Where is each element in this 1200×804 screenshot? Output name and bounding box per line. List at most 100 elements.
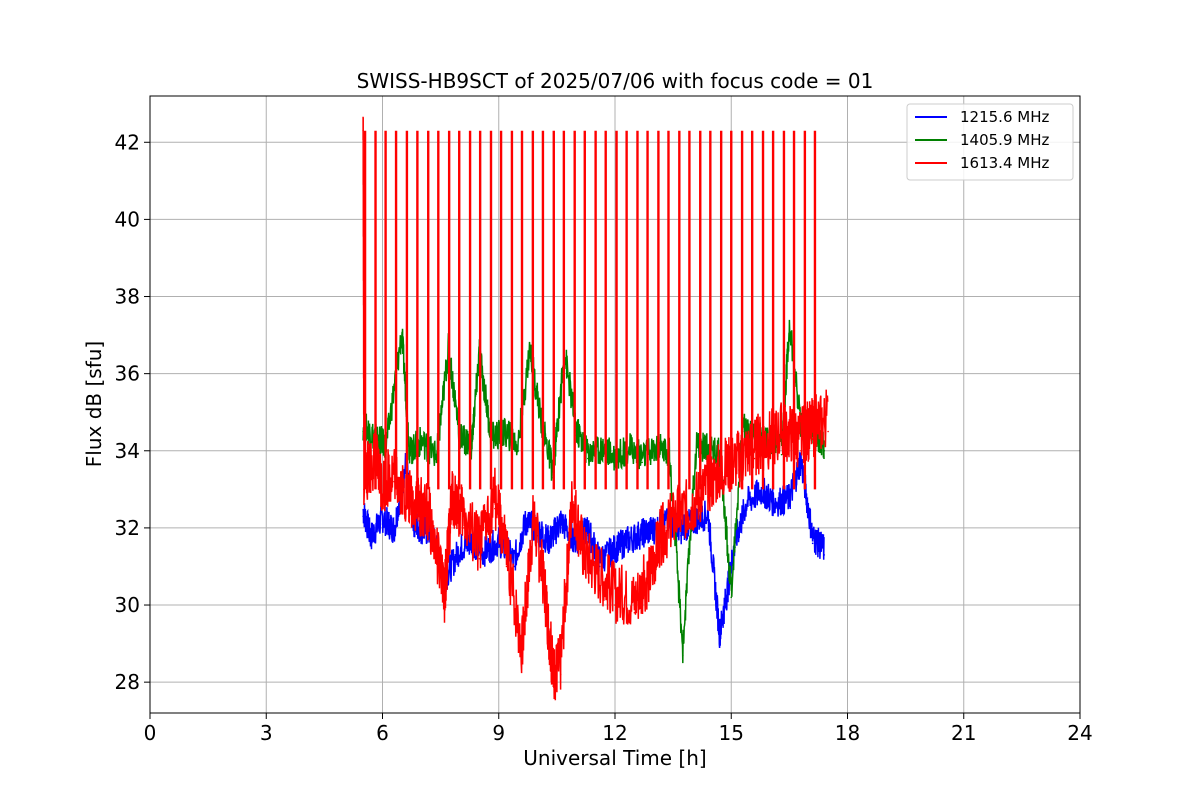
data-point — [827, 430, 829, 433]
data-point — [362, 129, 364, 132]
series-2 — [362, 116, 829, 701]
x-tick-label: 24 — [1067, 721, 1092, 745]
x-tick-label: 3 — [260, 721, 273, 745]
data-point — [393, 480, 395, 483]
y-tick-label: 38 — [115, 285, 140, 309]
data-point — [583, 565, 585, 568]
data-point — [552, 685, 554, 687]
data-point — [811, 438, 814, 441]
data-point — [404, 507, 407, 510]
data-point — [494, 507, 496, 510]
data-point — [393, 534, 395, 537]
data-point — [707, 496, 709, 498]
data-point — [571, 507, 574, 510]
data-point — [528, 353, 531, 356]
data-point — [544, 604, 547, 606]
data-point — [548, 546, 550, 548]
data-point — [722, 480, 725, 483]
x-tick-label: 21 — [951, 721, 976, 745]
y-axis-ticks: 28 30 32 34 36 38 40 42 — [115, 130, 150, 694]
data-point — [718, 638, 721, 641]
y-tick-label: 36 — [115, 362, 140, 386]
legend-frame — [906, 103, 1074, 181]
x-tick-label: 15 — [719, 721, 744, 745]
data-point — [649, 584, 651, 587]
data-point — [559, 673, 562, 676]
data-point — [497, 546, 500, 548]
y-axis-label: Flux dB [sfu] — [82, 341, 106, 467]
data-point — [482, 557, 485, 560]
y-tick-label: 32 — [115, 516, 140, 540]
x-tick-label: 18 — [835, 721, 860, 745]
data-point — [738, 469, 740, 471]
y-tick-label: 34 — [115, 439, 140, 463]
x-axis-ticks: 0 3 6 9 12 15 18 21 24 — [144, 713, 1093, 745]
data-point — [730, 596, 733, 599]
data-point — [800, 465, 802, 468]
data-point — [641, 461, 643, 464]
data-point — [412, 527, 415, 529]
data-point — [381, 496, 384, 498]
data-point — [633, 611, 636, 614]
data-point — [598, 584, 601, 587]
data-point — [420, 446, 423, 448]
legend-entry: 1613.4 MHz — [960, 154, 1049, 172]
data-point — [428, 527, 430, 529]
x-tick-label: 9 — [492, 721, 505, 745]
data-point — [362, 515, 364, 518]
data-point — [745, 507, 748, 510]
data-point — [370, 542, 372, 545]
data-point — [587, 457, 589, 460]
data-point — [707, 519, 709, 521]
x-tick-label: 6 — [376, 721, 389, 745]
data-point — [614, 554, 616, 556]
data-point — [641, 538, 643, 541]
data-point — [660, 546, 663, 548]
data-point — [614, 604, 616, 606]
data-point — [559, 527, 562, 529]
data-point — [769, 449, 771, 452]
data-point — [521, 658, 523, 660]
x-tick-label: 12 — [602, 721, 627, 745]
data-point — [416, 515, 419, 518]
spike-group — [363, 130, 817, 490]
data-point — [525, 527, 527, 529]
data-point — [408, 457, 411, 460]
data-point — [381, 523, 384, 525]
data-point — [451, 507, 454, 510]
legend: 1215.6 MHz 1405.9 MHz 1613.4 MHz — [906, 103, 1074, 181]
data-point — [695, 449, 698, 452]
legend-entry: 1405.9 MHz — [960, 131, 1049, 149]
series-trace — [362, 116, 829, 701]
data-point — [401, 338, 403, 340]
data-point — [443, 604, 446, 606]
data-point — [691, 515, 694, 518]
data-point — [652, 534, 655, 537]
data-point — [505, 438, 508, 441]
data-point — [517, 449, 519, 452]
data-point — [625, 546, 628, 548]
y-tick-label: 42 — [115, 130, 140, 154]
data-point — [823, 554, 826, 556]
data-point — [823, 449, 826, 452]
data-point — [587, 534, 589, 537]
data-point — [761, 496, 764, 498]
plot-series — [362, 116, 829, 701]
series-trace — [362, 451, 825, 649]
data-point — [800, 449, 802, 452]
data-point — [602, 453, 605, 456]
y-tick-label: 28 — [115, 670, 140, 694]
data-point — [773, 507, 775, 510]
data-point — [788, 330, 791, 333]
data-point — [532, 527, 535, 529]
x-axis-label: Universal Time [h] — [523, 746, 706, 770]
data-point — [682, 654, 684, 656]
data-point — [811, 542, 814, 545]
data-point — [676, 527, 678, 529]
data-point — [505, 565, 508, 568]
data-point — [463, 527, 465, 529]
grid-lines — [149, 96, 1081, 713]
y-tick-label: 40 — [115, 207, 140, 231]
y-tick-label: 30 — [115, 593, 140, 617]
